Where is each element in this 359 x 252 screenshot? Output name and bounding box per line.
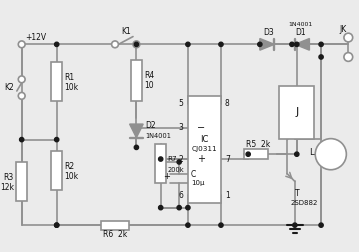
- Text: 8: 8: [225, 99, 230, 108]
- Circle shape: [18, 76, 25, 83]
- Circle shape: [55, 138, 59, 142]
- Circle shape: [295, 42, 299, 46]
- Circle shape: [134, 42, 139, 46]
- Polygon shape: [295, 39, 309, 50]
- Text: 10k: 10k: [65, 172, 79, 181]
- Circle shape: [258, 42, 262, 46]
- Bar: [17, 162, 27, 201]
- Text: 10: 10: [144, 81, 154, 90]
- Circle shape: [293, 223, 297, 227]
- Circle shape: [344, 33, 353, 42]
- Circle shape: [344, 53, 353, 61]
- Circle shape: [219, 223, 223, 227]
- Circle shape: [177, 206, 181, 210]
- Text: K1: K1: [121, 27, 131, 36]
- Text: 1N4001: 1N4001: [289, 22, 313, 27]
- Text: L: L: [309, 148, 314, 157]
- Bar: [51, 151, 62, 190]
- Circle shape: [186, 206, 190, 210]
- Circle shape: [134, 145, 139, 149]
- Text: R5  2k: R5 2k: [246, 140, 270, 149]
- Circle shape: [246, 152, 250, 156]
- Circle shape: [55, 223, 59, 227]
- Circle shape: [290, 42, 294, 46]
- Text: 7: 7: [225, 154, 230, 164]
- Circle shape: [186, 223, 190, 227]
- Circle shape: [319, 42, 323, 46]
- Text: 2SD882: 2SD882: [291, 200, 318, 206]
- Text: R7: R7: [168, 156, 177, 162]
- Text: 6: 6: [178, 191, 183, 200]
- Text: J: J: [295, 107, 298, 117]
- Text: IC: IC: [200, 135, 209, 144]
- Text: 10k: 10k: [65, 83, 79, 92]
- Text: R2: R2: [65, 162, 75, 171]
- Bar: [279, 86, 314, 139]
- Text: −: −: [197, 123, 206, 133]
- Text: R6  2k: R6 2k: [103, 230, 127, 239]
- Bar: [155, 144, 166, 183]
- Bar: [101, 221, 129, 230]
- Text: D1: D1: [295, 28, 306, 37]
- Text: +: +: [163, 172, 170, 181]
- Text: T: T: [295, 188, 299, 198]
- Text: 12k: 12k: [0, 183, 14, 192]
- Circle shape: [319, 223, 323, 227]
- Circle shape: [319, 55, 323, 59]
- Polygon shape: [130, 124, 143, 138]
- Circle shape: [159, 206, 163, 210]
- Text: D2: D2: [145, 121, 156, 131]
- Text: R1: R1: [65, 73, 75, 82]
- Circle shape: [219, 42, 223, 46]
- Polygon shape: [260, 39, 274, 50]
- Text: 3: 3: [178, 123, 183, 133]
- Bar: [51, 62, 62, 101]
- Text: CJ0311: CJ0311: [192, 146, 217, 152]
- Text: K2: K2: [4, 83, 14, 92]
- Text: 10μ: 10μ: [191, 180, 204, 186]
- Circle shape: [295, 152, 299, 156]
- Circle shape: [186, 42, 190, 46]
- Text: JK: JK: [340, 25, 347, 34]
- Circle shape: [112, 41, 118, 48]
- Circle shape: [19, 138, 24, 142]
- Text: R4: R4: [144, 71, 154, 80]
- Text: R3: R3: [4, 173, 14, 182]
- Text: 2: 2: [178, 154, 183, 164]
- Circle shape: [55, 42, 59, 46]
- Circle shape: [159, 157, 163, 161]
- Circle shape: [315, 139, 346, 170]
- Circle shape: [18, 92, 25, 99]
- Bar: [244, 149, 267, 159]
- Circle shape: [133, 41, 140, 48]
- Text: 1N4001: 1N4001: [145, 133, 171, 139]
- Text: 5: 5: [178, 99, 183, 108]
- Text: D3: D3: [263, 28, 274, 37]
- Bar: [188, 96, 221, 203]
- Text: 200k: 200k: [168, 167, 184, 173]
- Text: +: +: [197, 154, 205, 164]
- Bar: [131, 60, 142, 101]
- Text: +12V: +12V: [25, 33, 47, 42]
- Circle shape: [55, 223, 59, 227]
- Circle shape: [177, 160, 181, 164]
- Text: C: C: [191, 170, 196, 179]
- Circle shape: [18, 41, 25, 48]
- Text: 1: 1: [225, 191, 230, 200]
